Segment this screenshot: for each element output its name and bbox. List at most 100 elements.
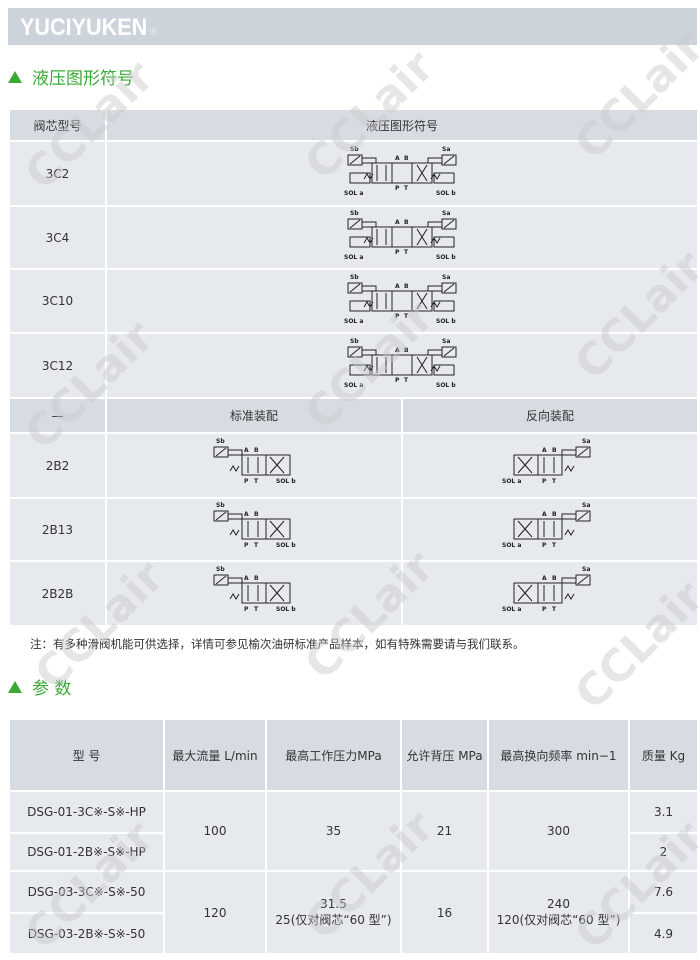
symbol-box <box>513 582 539 604</box>
symbol-box <box>371 354 393 376</box>
symbol-line <box>443 347 455 357</box>
symbol-box <box>349 364 371 376</box>
back-pressure-cell: 21 <box>400 790 489 872</box>
label-t: T <box>552 542 557 549</box>
triangle-icon <box>8 71 22 83</box>
symbol-box <box>427 349 443 356</box>
label-b: B <box>552 511 557 518</box>
label-b: B <box>254 575 259 582</box>
label-t: T <box>552 478 557 485</box>
symbol-cell: Sa A B P T SOL a <box>400 497 700 562</box>
label-sb: Sb <box>216 438 225 445</box>
symbol-box <box>561 577 577 584</box>
label-a: A <box>244 447 249 454</box>
label-sol-a: SOL a <box>344 318 363 325</box>
symbol-box <box>371 226 393 248</box>
col-header-mass: 质量 Kg <box>628 718 699 792</box>
label-p: P <box>244 542 249 549</box>
pressure-note: 25(仅对阀芯“60 型”) <box>275 913 392 927</box>
label-p: P <box>395 249 400 256</box>
symbol-line <box>269 584 285 602</box>
col-header-model: 阀芯型号 <box>8 108 107 142</box>
triangle-icon <box>8 681 22 693</box>
label-sol-b: SOL b <box>436 254 456 261</box>
label-sb: Sb <box>350 338 359 345</box>
mass-cell: 2 <box>628 832 699 872</box>
col-header-flow: 最大流量 L/min <box>163 718 267 792</box>
model-cell: DSG-03-2B※-S※-50 <box>8 912 165 955</box>
label-sa: Sa <box>582 438 590 445</box>
label-sb: Sb <box>350 146 359 153</box>
symbol-box <box>561 449 577 456</box>
valve-symbol: Sb Sa A B P T SOL a SOL b <box>344 146 457 197</box>
label-b: B <box>404 155 409 162</box>
frequency-cell: 240 120(仅对阀芯“60 型”) <box>487 870 630 955</box>
valve-symbol: Sb Sa A B P T SOL a SOL b <box>344 274 457 325</box>
note-text: 注：有多种滑阀机能可供选择，详情可参见榆次油研标准产品样本，如有特殊需要请与我们… <box>30 637 525 651</box>
model-cell: DSG-03-3C※-S※-50 <box>8 870 165 914</box>
flow-cell: 120 <box>163 870 267 955</box>
section-title-params: 参 数 <box>8 674 71 699</box>
label-t: T <box>254 542 259 549</box>
label-b: B <box>552 447 557 454</box>
mass-cell: 4.9 <box>628 912 699 955</box>
col-header-frequency: 最高换向频率 min−1 <box>487 718 630 792</box>
label-sol-b: SOL b <box>436 318 456 325</box>
mass-cell: 7.6 <box>628 870 699 914</box>
label-p: P <box>395 313 400 320</box>
valve-symbol: Sa A B P T SOL a <box>502 438 591 485</box>
label-t: T <box>404 185 409 192</box>
symbol-box <box>241 518 267 540</box>
frequency-cell: 300 <box>487 790 630 872</box>
brand-bar: YUCIYUKEN ® <box>8 8 697 45</box>
label-a: A <box>395 219 400 226</box>
symbol-box <box>227 577 243 584</box>
symbol-box <box>241 454 267 476</box>
label-sol-b: SOL b <box>436 190 456 197</box>
symbol-line <box>577 575 589 585</box>
param-table: 型 号 最大流量 L/min 最高工作压力MPa 允许背压 MPa 最高换向频率… <box>8 718 699 955</box>
label-sol-b: SOL b <box>276 542 296 549</box>
symbol-line <box>443 155 455 165</box>
symbol-cell: Sb A B P T SOL b <box>105 497 403 562</box>
label-sol-a: SOL a <box>502 542 521 549</box>
symbol-box <box>371 162 393 184</box>
label-sol-b: SOL b <box>276 606 296 613</box>
valve-symbol: Sb Sa A B P T SOL a SOL b <box>344 210 457 261</box>
symbol-line <box>577 447 589 457</box>
label-b: B <box>404 283 409 290</box>
symbol-cell: Sa A B P T SOL a <box>400 560 700 627</box>
label-sb: Sb <box>216 502 225 509</box>
label-sa: Sa <box>442 146 450 153</box>
symbol-box <box>433 236 455 248</box>
label-sol-a: SOL a <box>344 382 363 389</box>
symbol-cell: Sb A B P T SOL b <box>105 560 403 627</box>
symbol-box <box>411 354 433 376</box>
symbol-line <box>215 575 227 585</box>
symbol-line <box>416 164 428 182</box>
label-p: P <box>542 606 547 613</box>
label-sol-a: SOL a <box>502 606 521 613</box>
symbol-box <box>427 285 443 291</box>
symbol-box <box>391 162 413 184</box>
label-t: T <box>404 377 409 384</box>
label-b: B <box>404 347 409 354</box>
label-a: A <box>244 575 249 582</box>
symbol-box <box>391 226 413 248</box>
pressure-cell: 35 <box>265 790 402 872</box>
symbol-line <box>349 219 361 229</box>
label-b: B <box>254 511 259 518</box>
label-t: T <box>404 249 409 256</box>
symbol-box <box>537 518 563 540</box>
valve-symbol: Sa A B P T SOL a <box>502 502 591 549</box>
symbol-box <box>433 364 455 376</box>
symbol-box <box>537 582 563 604</box>
symbol-line <box>215 511 227 521</box>
symbol-line <box>349 155 361 165</box>
spring-icon <box>229 593 240 600</box>
label-t: T <box>254 606 259 613</box>
label-sol-b: SOL b <box>436 382 456 389</box>
symbol-box <box>427 221 443 228</box>
symbol-table: 阀芯型号 液压图形符号 3C2 Sb Sa A B P T SOL a SOL b 3C4 Sb Sa… <box>8 108 700 627</box>
label-b: B <box>404 219 409 226</box>
